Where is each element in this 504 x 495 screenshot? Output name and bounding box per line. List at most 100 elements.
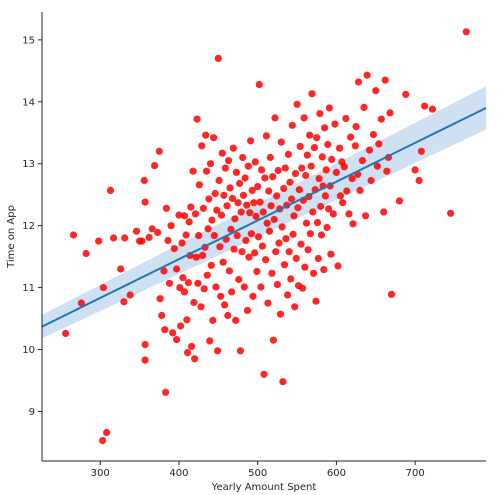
scatter-point [251,158,259,166]
scatter-point [273,280,281,289]
scatter-point [317,202,325,211]
scatter-point [126,291,134,299]
scatter-point [295,186,303,194]
scatter-point [202,131,210,139]
scatter-point [141,356,149,364]
points-layer [62,28,470,445]
scatter-point [241,174,249,182]
scatter-point [318,153,326,161]
scatter-point [179,274,187,282]
x-tick-label: 300 [91,468,110,479]
scatter-point [280,261,289,269]
scatter-point [95,237,103,245]
scatter-point [313,219,322,227]
scatter-point [120,298,128,306]
scatter-point [447,209,455,217]
scatter-point [189,167,197,175]
scatter-point [69,231,78,239]
x-tick-label: 700 [406,468,425,479]
scatter-point [340,163,348,171]
scatter-point [288,121,296,129]
scatter-point [260,370,268,378]
scatter-point [177,322,185,330]
scatter-point [306,230,314,238]
scatter-point [242,236,250,245]
scatter-point [279,378,287,386]
scatter-point [274,166,282,175]
scatter-point [417,147,425,155]
scatter-point [188,342,196,350]
scatter-point [248,186,256,194]
scatter-point [296,142,304,150]
scatter-point [316,110,324,118]
scatter-point [282,235,290,243]
scatter-point [380,208,388,216]
scatter-point [331,120,339,128]
x-axis-label: Yearly Amount Spent [211,482,317,493]
scatter-point [297,240,305,248]
scatter-point [265,187,273,195]
scatter-point [218,149,226,157]
scatter-point [354,78,363,86]
scatter-point [298,164,306,172]
scatter-point [193,115,201,123]
scatter-point [277,138,285,146]
scatter-point [421,102,429,110]
scatter-point [194,279,202,287]
scatter-point [363,71,371,79]
scatter-point [232,168,240,176]
scatter-point [162,204,170,212]
scatter-point [184,349,192,357]
x-tick-label: 600 [327,468,346,479]
scatter-point [257,283,265,291]
scatter-point [269,336,277,344]
scatter-point [235,275,243,284]
y-tick-label: 9 [29,407,35,418]
scatter-point [141,198,149,206]
scatter-point [356,186,364,194]
y-tick-label: 11 [22,283,35,294]
axes [41,12,486,462]
y-tick-label: 15 [22,35,35,46]
scatter-point [339,199,347,207]
scatter-point [462,28,470,36]
scatter-point [234,199,242,207]
scatter-point [214,54,222,63]
scatter-point [281,164,289,172]
scatter-point [145,233,153,241]
scatter-point [324,140,332,149]
scatter-point [270,215,278,224]
scatter-point [301,263,309,271]
scatter-point [190,298,198,307]
scatter-point [262,132,270,140]
scatter-point [300,114,308,122]
scatter-point [310,144,318,152]
y-tick-label: 10 [22,345,35,356]
x-tick-label: 400 [169,468,188,479]
scatter-point [308,90,316,98]
scatter-point [315,175,323,183]
scatter-point [273,192,281,200]
regression-line [41,107,487,328]
scatter-point [256,198,264,206]
scatter-point [148,225,156,233]
scatter-point [231,215,239,223]
scatter-point [328,155,336,163]
scatter-point [349,220,357,228]
scatter-point [322,166,330,174]
scatter-point [254,233,263,241]
scatter-point [325,205,333,213]
scatter-point [327,250,335,258]
scatter-point [243,306,252,315]
scatter-point [265,227,274,235]
scatter-point [180,288,189,296]
scatter-point [178,239,186,247]
scatter-point [238,248,246,256]
scatter-point [110,234,118,242]
scatter-point [215,176,223,185]
scatter-point [246,209,254,217]
scatter-point [411,166,419,174]
scatter-point [203,271,211,279]
scatter-point [121,234,129,242]
